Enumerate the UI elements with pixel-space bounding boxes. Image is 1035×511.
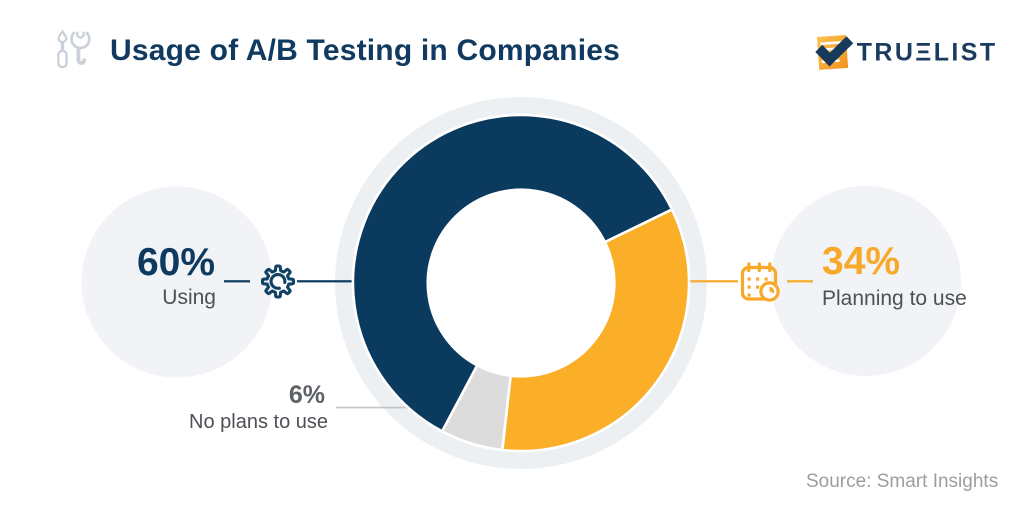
svg-text:TRUΞLIST: TRUΞLIST — [857, 39, 998, 67]
